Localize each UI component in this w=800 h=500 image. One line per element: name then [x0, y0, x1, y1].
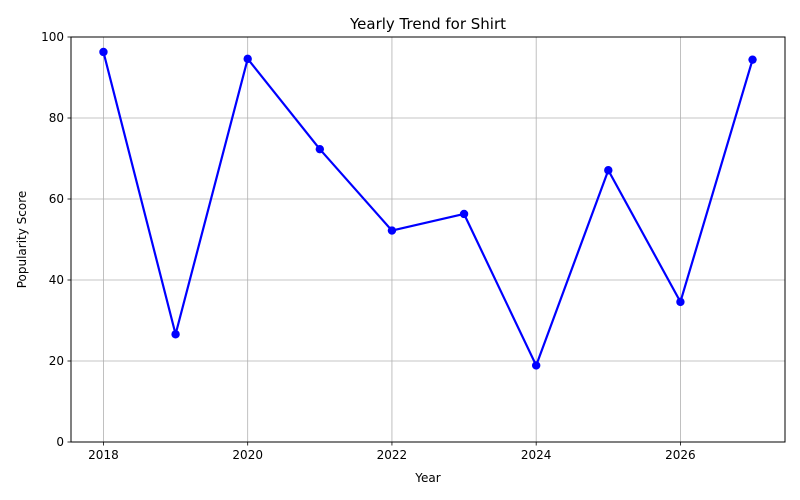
x-axis-ticks: 2018 2020 2022 2024 2026	[88, 442, 696, 462]
y-tick-label: 40	[49, 273, 64, 287]
data-point-marker	[531, 361, 541, 370]
data-point-marker	[387, 226, 397, 235]
data-point-marker	[315, 144, 325, 154]
x-tick-label: 2026	[665, 448, 696, 462]
data-point-marker	[748, 55, 757, 64]
data-point-marker	[171, 330, 180, 339]
x-tick-label: 2022	[377, 448, 408, 462]
y-axis-label: Popularity Score	[15, 191, 29, 289]
data-point-marker	[459, 209, 469, 219]
x-axis-label: Year	[414, 471, 440, 485]
y-tick-label: 100	[41, 30, 64, 44]
y-tick-label: 20	[49, 354, 64, 368]
plot-frame	[70, 36, 786, 443]
data-point-marker	[99, 47, 108, 57]
series-layer	[99, 47, 757, 370]
data-point-marker	[676, 297, 685, 307]
y-tick-label: 60	[49, 192, 64, 206]
y-axis-ticks: 0 20 40 60 80 100	[41, 30, 71, 449]
series-line	[102, 51, 754, 367]
y-tick-label: 80	[49, 111, 64, 125]
x-tick-label: 2018	[88, 448, 119, 462]
x-tick-label: 2020	[232, 448, 263, 462]
data-point-marker	[243, 54, 252, 64]
data-point-marker	[604, 166, 613, 175]
y-tick-label: 0	[56, 435, 64, 449]
chart-title: Yearly Trend for Shirt	[349, 15, 506, 33]
x-tick-label: 2024	[521, 448, 552, 462]
